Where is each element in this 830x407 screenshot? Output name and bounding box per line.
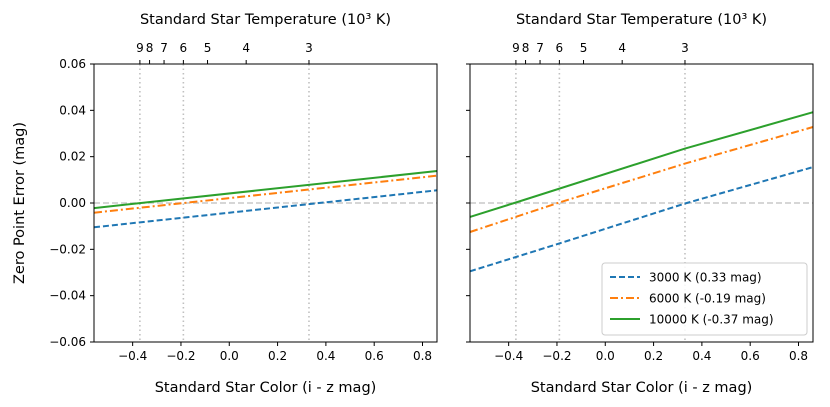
series-line-1 [469,166,814,273]
x-tick-label: 0.8 [789,349,808,363]
series-line-2 [469,126,814,233]
series-line-3 [93,170,438,210]
legend-box [601,262,808,336]
y-tick-label: −0.02 [49,242,86,256]
panel-1: −0.4 −0.2 0.0 0.2 0.4 0.6 0.8 −0.06 −0.04 −0.02 0.… [12,12,438,396]
top-axis-label: Standard Star Temperature (10³ K) [140,12,391,28]
y-tick-label: 0.02 [59,150,86,164]
x-tick-label: 0.4 [692,349,711,363]
top-tick-label: 4 [242,41,250,55]
x-tick-label: 0.6 [365,349,384,363]
top-tick-label: 8 [522,41,530,55]
legend-label-3: 10000 K (-0.37 mag) [649,313,774,327]
top-tick-label: 7 [536,41,544,55]
series-line-2 [93,174,438,214]
top-tick-label: 6 [180,41,188,55]
x-tick-label: 0.2 [268,349,287,363]
top-tick-label: 3 [305,41,313,55]
x-tick-label: −0.4 [118,349,147,363]
x-tick-label: −0.2 [542,349,571,363]
top-tick-label: 9 [136,41,144,55]
top-tick-label: 7 [160,41,168,55]
y-tick-label: 0.06 [59,57,86,71]
panel-2: −0.4 −0.2 0.0 0.2 0.4 0.6 0.8 9 8 7 6 5 4 3 Standard S… [466,12,814,396]
x-tick-label: 0.8 [413,349,432,363]
y-tick-label: 0.04 [59,103,86,117]
top-tick-label: 8 [146,41,154,55]
x-axis-label: Standard Star Color (i - z mag) [155,380,377,396]
top-tick-label: 9 [512,41,520,55]
top-tick-label: 4 [618,41,626,55]
x-tick-label: −0.2 [166,349,195,363]
x-tick-label: 0.6 [741,349,760,363]
y-tick-label: 0.00 [59,196,86,210]
y-tick-label: −0.06 [49,335,86,349]
x-tick-label: 0.0 [220,349,239,363]
x-tick-label: 0.2 [644,349,663,363]
top-tick-label: 5 [580,41,588,55]
legend-label-2: 6000 K (-0.19 mag) [649,292,766,306]
y-tick-label: −0.04 [49,289,86,303]
y-axis-label: Zero Point Error (mag) [12,122,28,284]
x-tick-label: 0.0 [596,349,615,363]
top-tick-label: 5 [204,41,212,55]
series-line-1 [93,189,438,229]
legend: 3000 K (0.33 mag) 6000 K (-0.19 mag) 10000… [601,262,808,336]
top-tick-label: 3 [681,41,689,55]
top-tick-label: 6 [556,41,564,55]
top-axis-label: Standard Star Temperature (10³ K) [516,12,767,28]
x-tick-label: 0.4 [316,349,335,363]
x-axis-label: Standard Star Color (i - z mag) [531,380,753,396]
x-tick-label: −0.4 [494,349,523,363]
legend-label-1: 3000 K (0.33 mag) [649,271,762,285]
series-line-3 [469,111,814,218]
